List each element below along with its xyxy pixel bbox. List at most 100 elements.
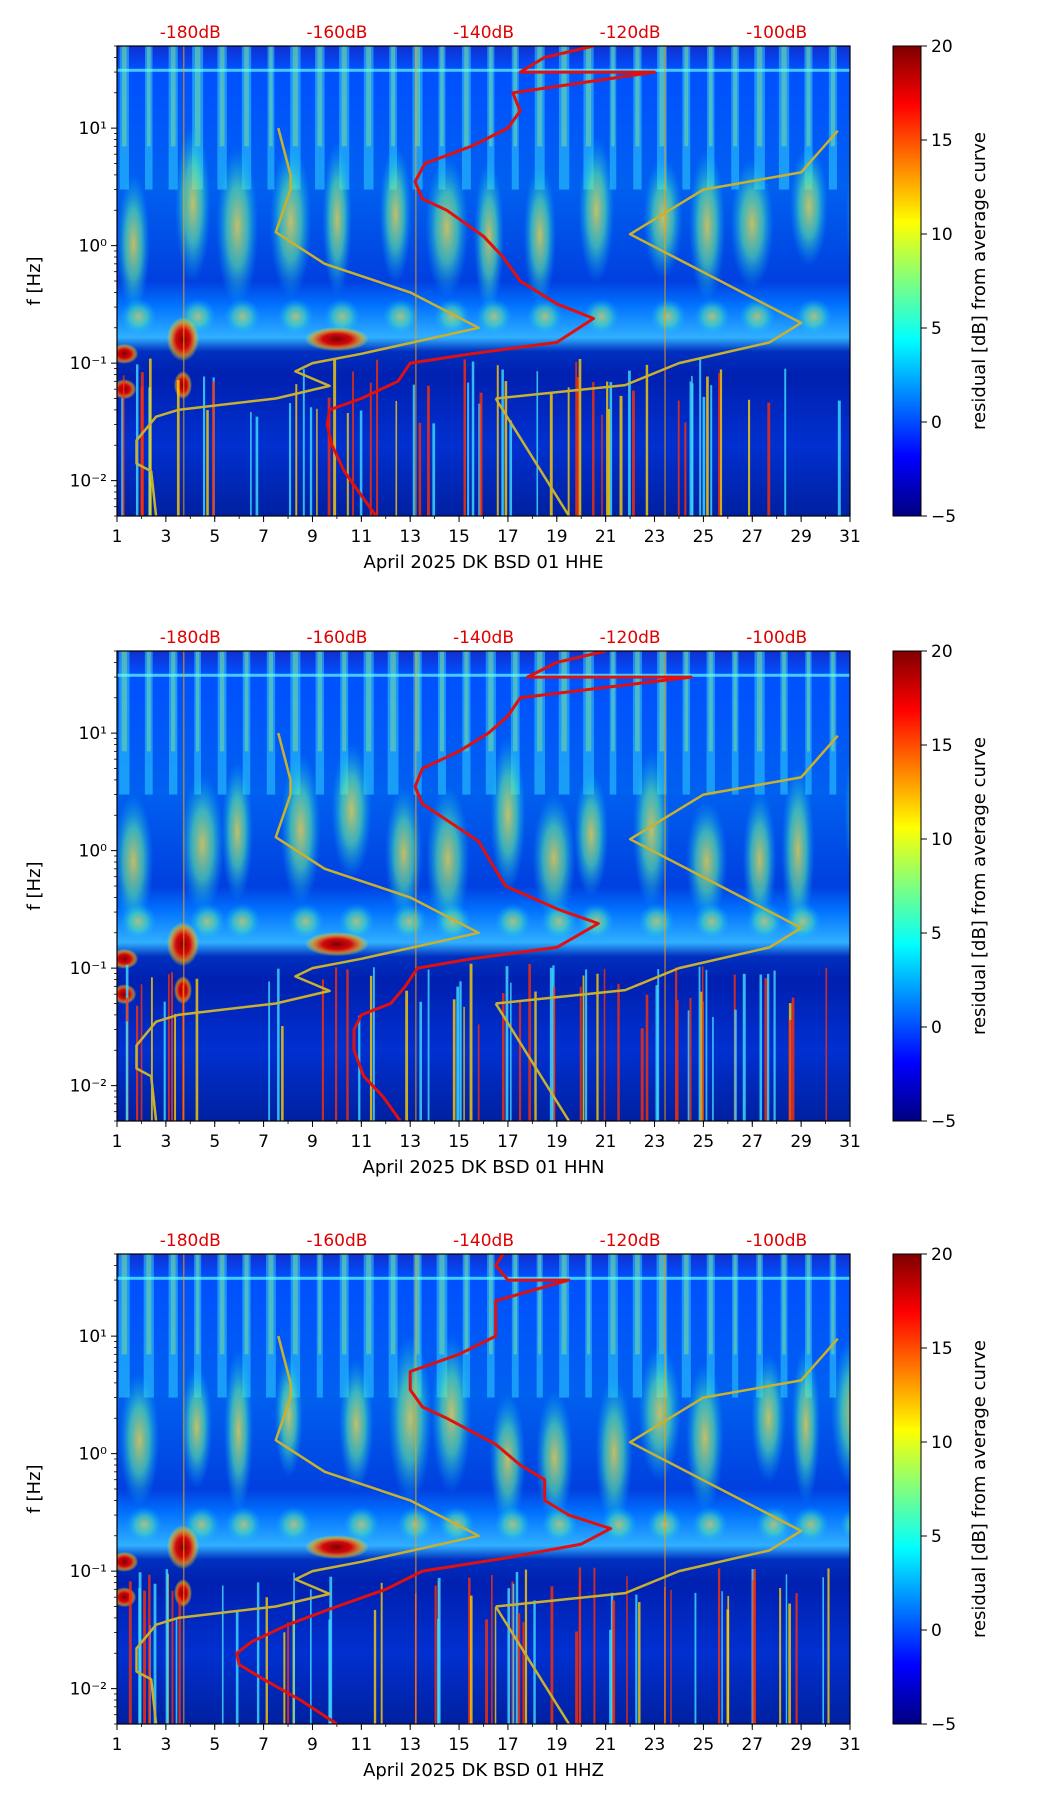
x-tick-label: 27 [741, 527, 763, 547]
model-curve-1 [135, 127, 480, 516]
x-tick-label: 3 [160, 527, 171, 547]
x-tick-label: 17 [497, 527, 519, 547]
x-axis-label: April 2025 DK BSD 01 HHN [363, 1157, 605, 1178]
x-tick-label: 19 [546, 527, 568, 547]
top-db-label: -140dB [453, 23, 514, 43]
colorbar-tick-label: 10 [931, 1433, 953, 1453]
x-tick-label: 15 [448, 527, 470, 547]
spectrogram-image [117, 651, 850, 1121]
x-tick-label: 23 [644, 527, 666, 547]
spectrogram-panel-2: 1 3 5 7 9 11 13 15 17 19 21 23 25 27 29 3110⁻²10⁻¹10⁰10… [24, 628, 990, 1178]
colorbar-tick-label: 5 [931, 319, 942, 339]
x-tick-label: 15 [448, 1132, 470, 1152]
top-db-label: -180dB [160, 23, 221, 43]
x-axis-label: April 2025 DK BSD 01 HHZ [363, 1760, 604, 1781]
top-db-label: -120dB [600, 1231, 661, 1251]
colorbar-tick-label: 15 [931, 131, 953, 151]
x-tick-label: 25 [693, 1735, 715, 1755]
x-tick-label: 5 [209, 1132, 220, 1152]
x-tick-label: 21 [595, 527, 617, 547]
x-tick-label: 19 [546, 1132, 568, 1152]
colorbar: −5 0 5 10 15 20 residual [dB] from average cur… [892, 37, 990, 527]
x-tick-label: 5 [209, 1735, 220, 1755]
x-tick-label: 11 [351, 1735, 373, 1755]
x-tick-label: 9 [307, 1132, 318, 1152]
colorbar-label: residual [dB] from average curve [969, 1340, 990, 1638]
x-tick-label: 7 [258, 1132, 269, 1152]
colorbar-gradient [892, 650, 922, 1122]
x-tick-label: 1 [112, 1132, 123, 1152]
x-tick-label: 5 [209, 527, 220, 547]
x-tick-label: 17 [497, 1735, 519, 1755]
model-curve-2 [495, 1337, 839, 1608]
model-curve-3 [494, 1002, 571, 1121]
x-tick-label: 27 [741, 1735, 763, 1755]
y-tick-label: 10⁻¹ [70, 1562, 107, 1582]
top-db-label: -120dB [600, 628, 661, 648]
x-tick-label: 29 [790, 1132, 812, 1152]
noise-power-curve [325, 46, 656, 516]
top-db-label: -140dB [453, 1231, 514, 1251]
y-axis-label: f [Hz] [24, 861, 45, 910]
x-tick-label: 19 [546, 1735, 568, 1755]
y-tick-label: 10⁻² [70, 1077, 107, 1097]
x-tick-label: 25 [693, 1132, 715, 1152]
y-tick-label: 10⁻¹ [70, 354, 107, 374]
x-tick-label: 13 [399, 527, 421, 547]
spectrogram-panel-3: 1 3 5 7 9 11 13 15 17 19 21 23 25 27 29 3110⁻²10⁻¹10⁰10… [24, 1231, 990, 1781]
colorbar-tick-label: 5 [931, 924, 942, 944]
colorbar-tick-label: 20 [931, 642, 953, 662]
x-tick-label: 3 [160, 1735, 171, 1755]
colorbar-gradient [892, 1253, 922, 1725]
x-tick-label: 9 [307, 527, 318, 547]
x-tick-label: 7 [258, 1735, 269, 1755]
spectrogram-image [117, 1254, 850, 1724]
y-tick-label: 10¹ [79, 724, 107, 744]
x-tick-label: 1 [112, 527, 123, 547]
colorbar-label: residual [dB] from average curve [969, 737, 990, 1035]
colorbar-tick-label: 5 [931, 1527, 942, 1547]
colorbar-gradient [892, 45, 922, 517]
colorbar-tick-label: −5 [931, 1112, 956, 1132]
colorbar-tick-label: 20 [931, 37, 953, 57]
x-tick-label: 31 [839, 527, 861, 547]
x-tick-label: 21 [595, 1735, 617, 1755]
y-tick-label: 10⁰ [79, 1445, 108, 1465]
colorbar-tick-label: 15 [931, 1339, 953, 1359]
top-db-label: -180dB [160, 628, 221, 648]
x-tick-label: 31 [839, 1132, 861, 1152]
colorbar-label: residual [dB] from average curve [969, 132, 990, 430]
x-tick-label: 25 [693, 527, 715, 547]
model-curve-1 [135, 732, 480, 1121]
y-tick-label: 10⁻² [70, 1680, 107, 1700]
x-tick-label: 13 [399, 1735, 421, 1755]
x-tick-label: 21 [595, 1132, 617, 1152]
noise-power-curve [352, 651, 693, 1121]
x-axis-label: April 2025 DK BSD 01 HHE [364, 552, 604, 573]
x-tick-label: 17 [497, 1132, 519, 1152]
x-tick-label: 23 [644, 1132, 666, 1152]
model-curve-2 [495, 129, 839, 400]
x-tick-label: 1 [112, 1735, 123, 1755]
y-axis-label: f [Hz] [24, 256, 45, 305]
top-db-label: -120dB [600, 23, 661, 43]
colorbar: −5 0 5 10 15 20 residual [dB] from average cur… [892, 1245, 990, 1735]
y-tick-label: 10⁰ [79, 237, 108, 257]
x-tick-label: 23 [644, 1735, 666, 1755]
x-tick-label: 13 [399, 1132, 421, 1152]
x-tick-label: 11 [351, 527, 373, 547]
model-curve-2 [495, 734, 839, 1005]
colorbar-tick-label: −5 [931, 507, 956, 527]
y-tick-label: 10⁻² [70, 472, 107, 492]
colorbar: −5 0 5 10 15 20 residual [dB] from average cur… [892, 642, 990, 1132]
x-tick-label: 29 [790, 1735, 812, 1755]
x-tick-label: 27 [741, 1132, 763, 1152]
x-tick-label: 31 [839, 1735, 861, 1755]
x-tick-label: 3 [160, 1132, 171, 1152]
y-tick-label: 10¹ [79, 1327, 107, 1347]
top-db-label: -140dB [453, 628, 514, 648]
colorbar-tick-label: 0 [931, 413, 942, 433]
x-tick-label: 7 [258, 527, 269, 547]
model-curve-1 [135, 1335, 480, 1724]
top-db-label: -100dB [746, 628, 807, 648]
